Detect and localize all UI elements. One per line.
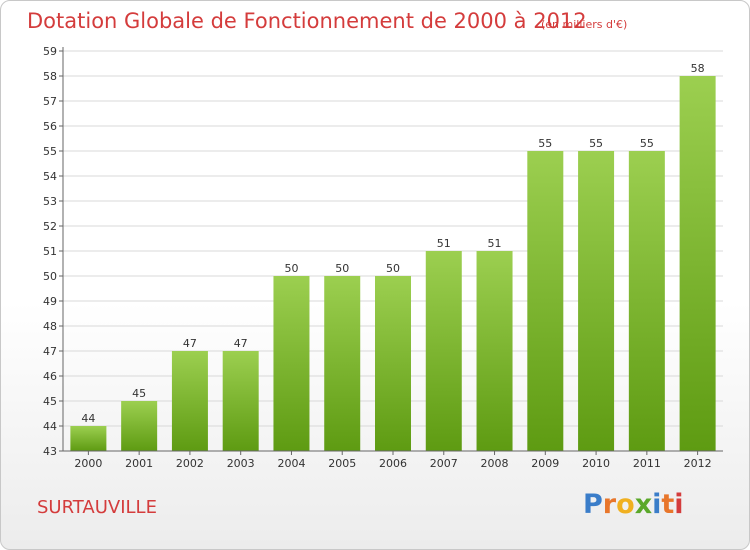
- axes: [62, 47, 723, 452]
- x-tick-label: 2003: [227, 457, 255, 470]
- logo-letter: r: [602, 489, 617, 520]
- x-tick-label: 2001: [125, 457, 153, 470]
- bar-value-label: 50: [386, 262, 400, 275]
- bar: [527, 151, 564, 451]
- x-tick-label: 2006: [379, 457, 407, 470]
- bar-value-label: 55: [589, 137, 603, 150]
- y-tick-label: 48: [43, 320, 57, 333]
- bar: [628, 151, 665, 451]
- y-tick-label: 50: [43, 270, 57, 283]
- x-tick-label: 2007: [430, 457, 458, 470]
- y-tick-label: 43: [43, 445, 57, 458]
- y-tick-label: 55: [43, 145, 57, 158]
- bar: [578, 151, 615, 451]
- bar-value-label: 47: [234, 337, 248, 350]
- x-tick-label: 2009: [531, 457, 559, 470]
- y-tick-label: 53: [43, 195, 57, 208]
- data-labels: 44 45 47 47 50 50 50 51 51 55 55 55 58: [81, 62, 704, 425]
- bar-value-label: 51: [437, 237, 451, 250]
- bar: [171, 351, 208, 451]
- chart-unit-note: (en milliers d'€): [541, 18, 628, 31]
- bars: [70, 76, 716, 451]
- bar-value-label: 58: [691, 62, 705, 75]
- bar-value-label: 51: [488, 237, 502, 250]
- bar: [222, 351, 259, 451]
- y-tick-label: 49: [43, 295, 57, 308]
- logo-letter: t: [661, 489, 675, 520]
- bar-value-label: 44: [81, 412, 95, 425]
- bar: [121, 401, 158, 451]
- bar: [375, 276, 411, 451]
- logo-letter: i: [674, 489, 684, 520]
- y-tick-label: 46: [43, 370, 57, 383]
- bar: [324, 276, 361, 451]
- x-tick-label: 2010: [582, 457, 610, 470]
- y-tick-label: 57: [43, 95, 57, 108]
- bar-value-label: 50: [335, 262, 349, 275]
- logo-letter: i: [652, 489, 662, 520]
- chart-title: Dotation Globale de Fonctionnement de 20…: [27, 9, 587, 33]
- y-tick-label: 52: [43, 220, 57, 233]
- bar: [425, 251, 462, 451]
- x-axis-ticks: 2000 2001 2002 2003 2004 2005 2006 2007 2008 2009…: [74, 451, 712, 470]
- bar-value-label: 55: [640, 137, 654, 150]
- x-tick-label: 2012: [684, 457, 712, 470]
- bar: [70, 426, 107, 451]
- y-tick-label: 47: [43, 345, 57, 358]
- bar-value-label: 47: [183, 337, 197, 350]
- bar: [273, 276, 310, 451]
- y-axis-ticks: 43 44 45 46 47 48 49 50 51 52 53 54 55 56 57 58 59: [43, 45, 63, 458]
- bar: [679, 76, 716, 451]
- y-tick-label: 44: [43, 420, 57, 433]
- x-tick-label: 2011: [633, 457, 661, 470]
- bar-value-label: 45: [132, 387, 146, 400]
- y-tick-label: 56: [43, 120, 57, 133]
- y-tick-label: 59: [43, 45, 57, 58]
- y-tick-label: 45: [43, 395, 57, 408]
- logo-letter: o: [616, 489, 635, 520]
- y-tick-label: 51: [43, 245, 57, 258]
- bar-value-label: 50: [284, 262, 298, 275]
- y-tick-label: 54: [43, 170, 57, 183]
- y-tick-label: 58: [43, 70, 57, 83]
- proxiti-logo[interactable]: Proxiti: [583, 489, 684, 520]
- commune-name: SURTAUVILLE: [37, 497, 157, 518]
- bar-value-label: 55: [538, 137, 552, 150]
- x-tick-label: 2002: [176, 457, 204, 470]
- x-tick-label: 2000: [74, 457, 102, 470]
- logo-letter: P: [583, 489, 603, 520]
- x-tick-label: 2005: [328, 457, 356, 470]
- x-tick-label: 2008: [481, 457, 509, 470]
- bar: [476, 251, 513, 451]
- logo-letter: x: [634, 489, 653, 520]
- x-tick-label: 2004: [277, 457, 305, 470]
